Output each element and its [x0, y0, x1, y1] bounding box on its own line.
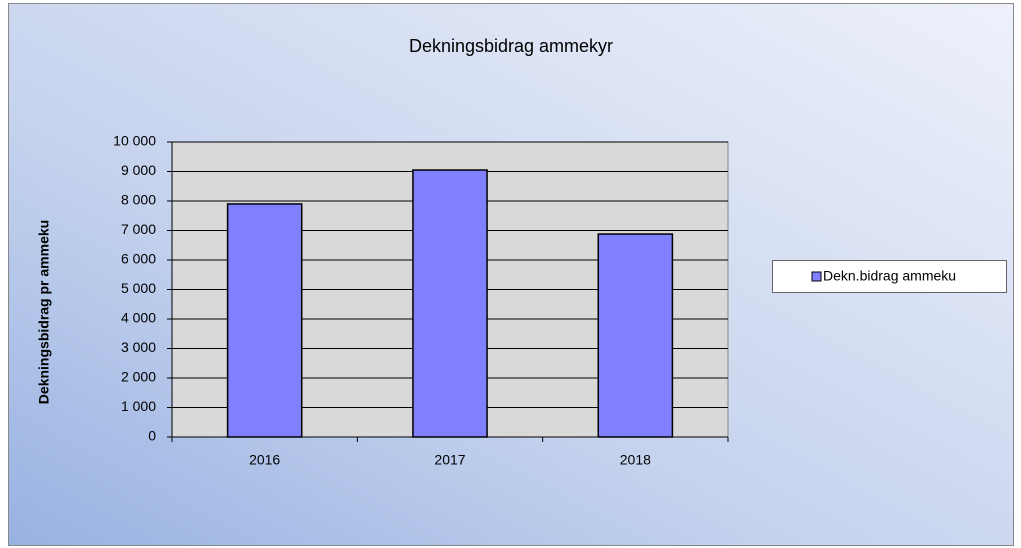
- y-tick-label: 2 000: [121, 369, 156, 385]
- y-tick-label: 0: [148, 428, 156, 444]
- x-tick-label: 2017: [434, 452, 465, 468]
- y-tick-label: 4 000: [121, 310, 156, 326]
- bar: [226, 203, 303, 438]
- y-tick-label: 7 000: [121, 221, 156, 237]
- chart-title: Dekningsbidrag ammekyr: [409, 36, 613, 56]
- bar: [412, 169, 488, 438]
- x-tick-label: 2016: [249, 452, 280, 468]
- legend-marker: [811, 271, 822, 282]
- legend-label: Dekn.bidrag ammeku: [823, 268, 956, 284]
- bar: [597, 233, 674, 438]
- y-tick-label: 3 000: [121, 339, 156, 355]
- y-tick-label: 1 000: [121, 398, 156, 414]
- y-tick-label: 6 000: [121, 251, 156, 267]
- y-tick-label: 9 000: [121, 162, 156, 178]
- y-tick-label: 5 000: [121, 280, 156, 296]
- x-tick-label: 2018: [620, 452, 651, 468]
- y-tick-label: 10 000: [113, 133, 156, 149]
- y-tick-label: 8 000: [121, 192, 156, 208]
- y-axis-label: Dekningsbidrag pr ammeku: [36, 220, 52, 404]
